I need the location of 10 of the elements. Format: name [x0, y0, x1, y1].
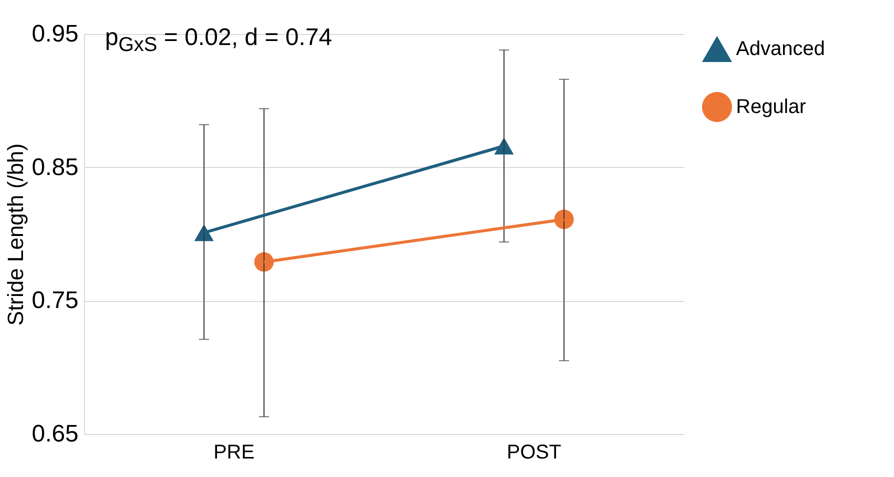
legend-label: Advanced — [736, 38, 825, 60]
x-tick-label: POST — [506, 442, 562, 464]
y-tick-label: 0.95 — [32, 20, 78, 48]
y-tick-label: 0.75 — [32, 287, 78, 314]
annotation: p$_{GxS}$ = 0.02, d = 0.74 — [105, 24, 332, 57]
legend-label: Regular — [736, 96, 806, 118]
y-axis-title: Stride Length (/bh) — [2, 143, 28, 326]
y-tick-label: 0.85 — [32, 154, 78, 181]
x-tick-label: PRE — [213, 442, 255, 464]
y-tick-label: 0.65 — [32, 420, 78, 448]
